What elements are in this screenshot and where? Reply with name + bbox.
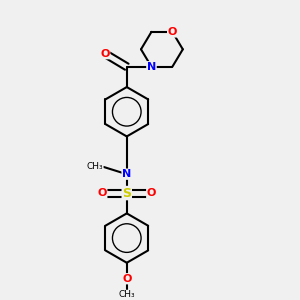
Text: N: N: [147, 62, 156, 72]
Text: O: O: [100, 49, 110, 59]
Text: S: S: [122, 187, 131, 200]
Text: O: O: [122, 274, 131, 284]
Text: O: O: [98, 188, 107, 198]
Text: CH₃: CH₃: [118, 290, 135, 299]
Text: O: O: [147, 188, 156, 198]
Text: O: O: [168, 27, 177, 37]
Text: N: N: [122, 169, 131, 179]
Text: CH₃: CH₃: [86, 162, 103, 171]
